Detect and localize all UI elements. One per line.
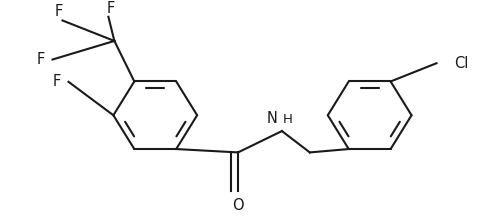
Text: F: F — [36, 52, 45, 67]
Text: F: F — [106, 1, 114, 16]
Text: N: N — [267, 111, 278, 126]
Text: O: O — [232, 198, 244, 213]
Text: Cl: Cl — [454, 56, 469, 71]
Text: F: F — [54, 4, 63, 19]
Text: H: H — [283, 113, 293, 126]
Text: F: F — [52, 74, 61, 89]
